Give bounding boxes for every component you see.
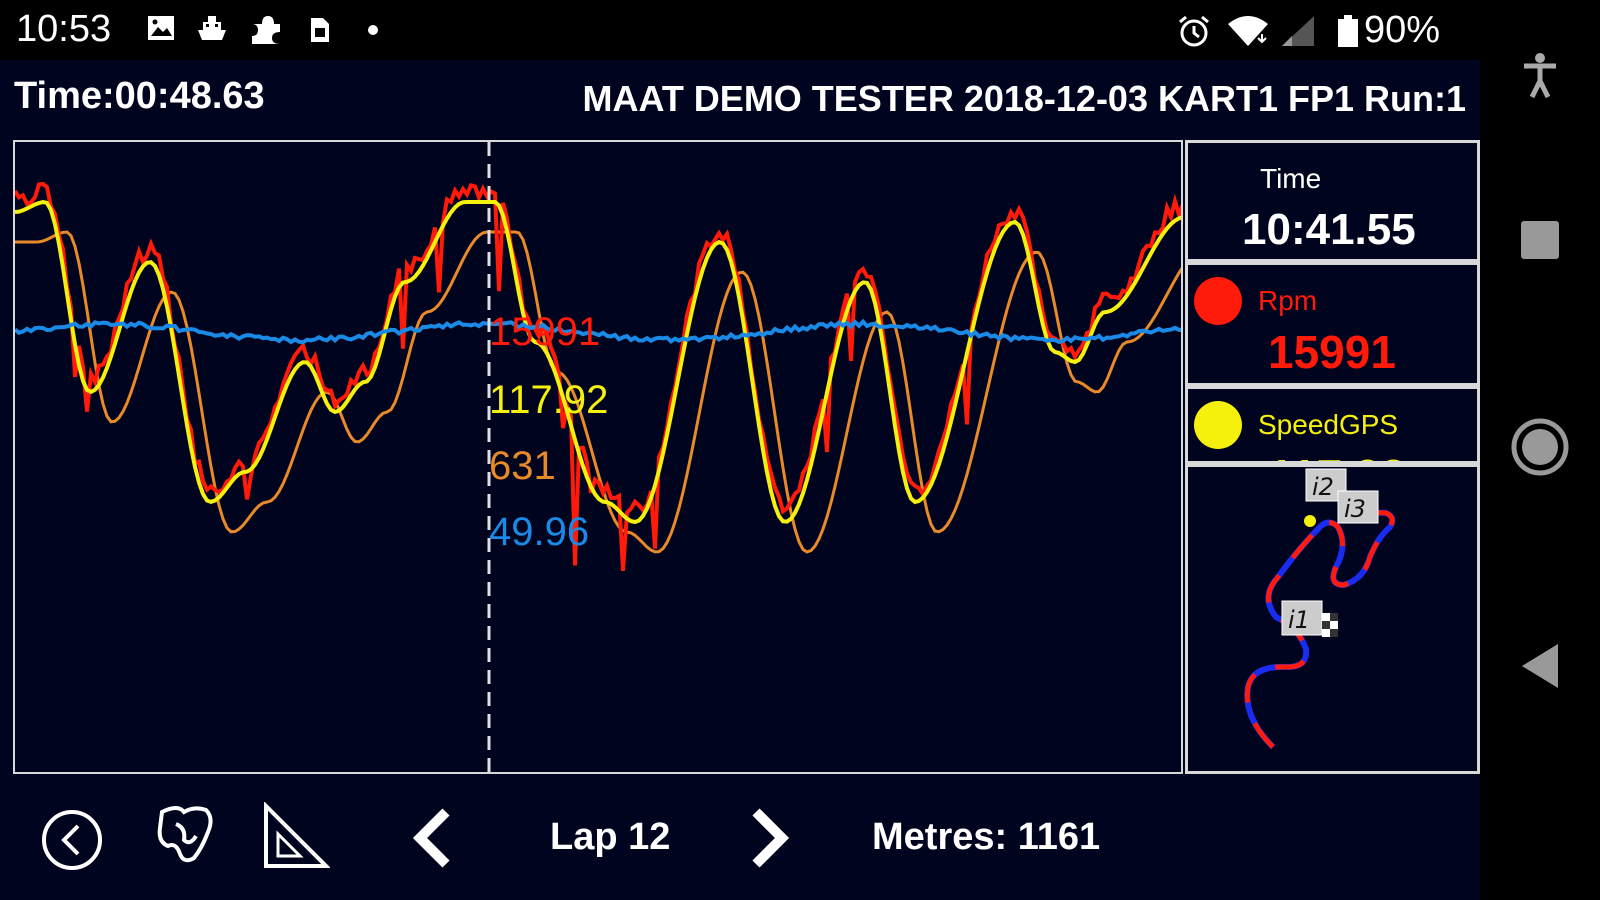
- rpm-box-label: Rpm: [1258, 285, 1318, 316]
- chart-canvas[interactable]: [15, 142, 1183, 774]
- session-time-label: Time:00:48.63: [14, 75, 265, 117]
- marker-i3-icon: i3: [1337, 490, 1379, 524]
- status-bar: 10:53 90%: [0, 0, 1480, 60]
- speed-series-line: [15, 200, 1181, 525]
- accessibility-icon[interactable]: [1480, 48, 1600, 104]
- image-icon: [146, 14, 176, 47]
- telemetry-app: Time:00:48.63 MAAT DEMO TESTER 2018-12-0…: [0, 60, 1480, 900]
- speed-box: SpeedGPS 117.92: [1185, 386, 1480, 464]
- rpm-series-line: [15, 181, 1181, 572]
- prev-lap-icon[interactable]: [408, 806, 456, 875]
- battery-percentage: 90%: [1364, 9, 1441, 51]
- next-lap-icon[interactable]: [746, 806, 794, 875]
- rpm-box: Rpm 15991: [1185, 262, 1480, 386]
- alarm-icon: [1176, 14, 1212, 53]
- metres-label: Metres: 1161: [872, 816, 1101, 858]
- status-time: 10:53: [16, 8, 112, 50]
- set-square-icon[interactable]: [262, 801, 331, 875]
- rpm-color-dot: [1194, 277, 1242, 325]
- finish-flag-icon: [1322, 613, 1338, 637]
- time-box: Time 10:41.55: [1185, 140, 1480, 262]
- back-icon[interactable]: [1480, 636, 1600, 696]
- speed-color-dot: [1194, 401, 1242, 449]
- recents-icon[interactable]: [1480, 210, 1600, 270]
- marker-i1-icon: i1: [1281, 600, 1323, 636]
- time-box-label: Time: [1260, 163, 1322, 194]
- track-map-box[interactable]: i2 i3 i1: [1185, 464, 1480, 774]
- kart-position-dot: [1304, 515, 1316, 527]
- track-shape-icon[interactable]: [154, 802, 218, 871]
- svg-text:i2: i2: [1312, 473, 1334, 501]
- speed-box-label: SpeedGPS: [1258, 409, 1399, 440]
- system-nav-bar: [1480, 0, 1600, 900]
- wifi-icon: [1226, 14, 1270, 53]
- lap-label: Lap 12: [550, 816, 671, 858]
- cursor-rpm-value: 15991: [489, 310, 601, 354]
- puzzle-icon: [248, 14, 284, 51]
- track-map[interactable]: i2 i3 i1: [1188, 467, 1477, 771]
- blue-series-line: [15, 318, 1181, 345]
- home-icon[interactable]: [1480, 412, 1600, 482]
- side-panel: Time 10:41.55 Rpm 15991 SpeedGPS 117.92 …: [1185, 140, 1480, 774]
- session-title: MAAT DEMO TESTER 2018-12-03 KART1 FP1 Ru…: [582, 78, 1467, 119]
- signal-icon: [1280, 14, 1318, 53]
- time-box-value: 10:41.55: [1242, 205, 1416, 254]
- dot-icon: [366, 14, 380, 49]
- speed-box-value: 117.92: [1268, 449, 1406, 461]
- ship-icon: [196, 14, 228, 49]
- telemetry-chart[interactable]: 15991 117.92 631 49.96: [13, 140, 1183, 774]
- cursor-blue-value: 49.96: [489, 510, 590, 554]
- bottom-toolbar: Lap 12 Metres: 1161: [0, 778, 1480, 900]
- svg-text:i3: i3: [1344, 495, 1366, 523]
- sim-icon: [308, 14, 332, 49]
- battery-icon: [1336, 14, 1360, 53]
- cursor-speed-value: 117.92: [489, 378, 609, 422]
- circle-back-icon[interactable]: [40, 808, 104, 877]
- cursor-orange-value: 631: [489, 444, 556, 488]
- orange-series-line: [15, 230, 1181, 554]
- rpm-box-value: 15991: [1268, 326, 1396, 378]
- svg-text:i1: i1: [1288, 606, 1310, 634]
